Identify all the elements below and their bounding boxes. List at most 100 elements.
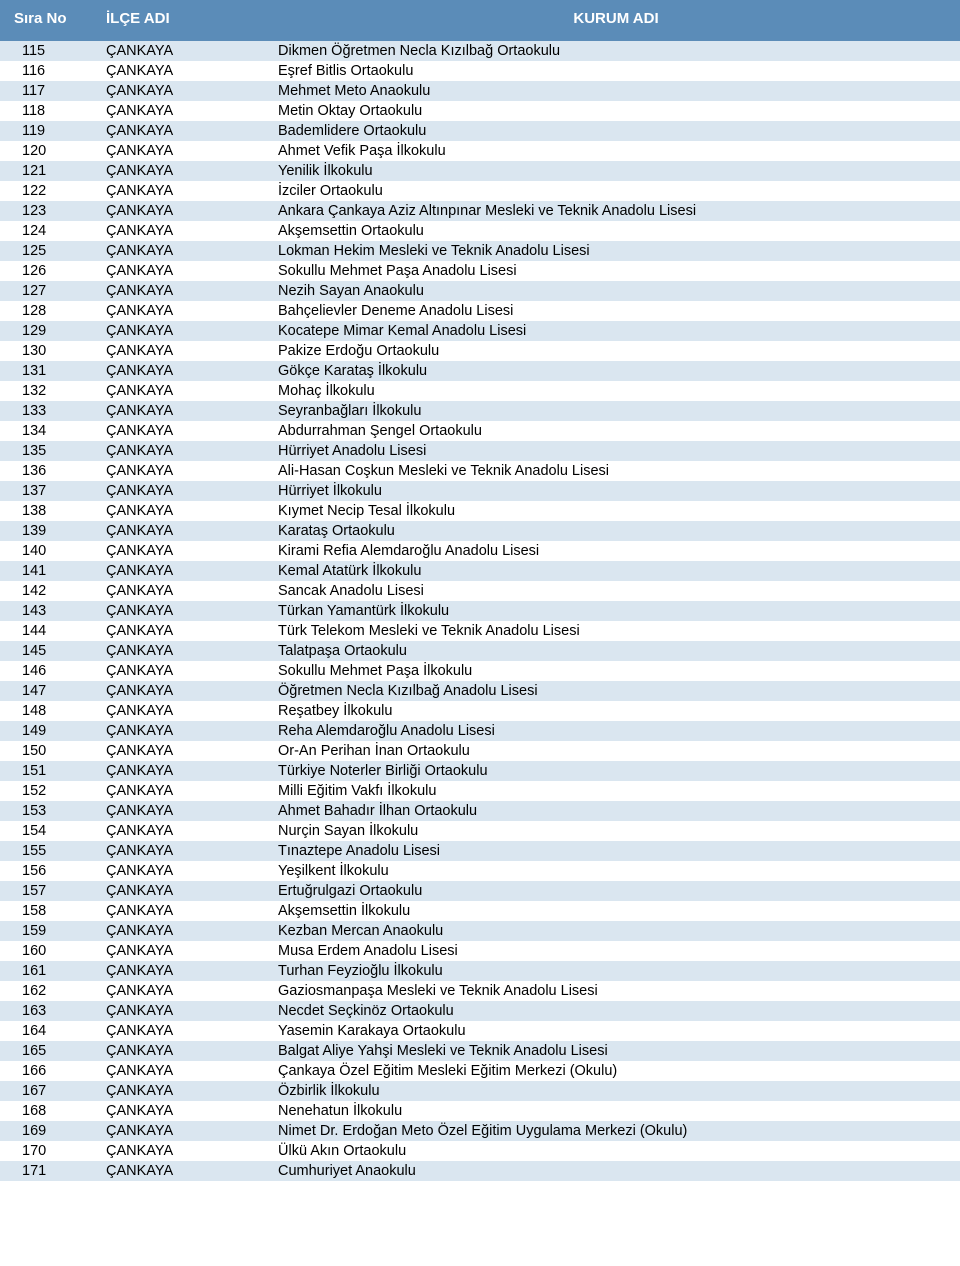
cell-kurum: Kocatepe Mimar Kemal Anadolu Lisesi — [272, 321, 960, 341]
cell-sira: 157 — [0, 881, 100, 901]
cell-sira: 142 — [0, 581, 100, 601]
table-row: 132ÇANKAYAMohaç İlkokulu — [0, 381, 960, 401]
cell-sira: 162 — [0, 981, 100, 1001]
table-row: 117ÇANKAYAMehmet Meto Anaokulu — [0, 81, 960, 101]
cell-ilce: ÇANKAYA — [100, 341, 272, 361]
cell-kurum: Metin Oktay Ortaokulu — [272, 101, 960, 121]
table-row: 121ÇANKAYAYenilik İlkokulu — [0, 161, 960, 181]
table-body: 115ÇANKAYADikmen Öğretmen Necla Kızılbağ… — [0, 41, 960, 1181]
cell-kurum: Tınaztepe Anadolu Lisesi — [272, 841, 960, 861]
cell-sira: 134 — [0, 421, 100, 441]
col-header-ilce: İLÇE ADI — [100, 0, 272, 41]
table-row: 151ÇANKAYATürkiye Noterler Birliği Ortao… — [0, 761, 960, 781]
table-row: 163ÇANKAYANecdet Seçkinöz Ortaokulu — [0, 1001, 960, 1021]
cell-ilce: ÇANKAYA — [100, 661, 272, 681]
cell-kurum: Ali-Hasan Coşkun Mesleki ve Teknik Anado… — [272, 461, 960, 481]
cell-ilce: ÇANKAYA — [100, 121, 272, 141]
cell-kurum: Eşref Bitlis Ortaokulu — [272, 61, 960, 81]
table-header: Sıra No İLÇE ADI KURUM ADI — [0, 0, 960, 41]
cell-sira: 156 — [0, 861, 100, 881]
table-row: 137ÇANKAYAHürriyet İlkokulu — [0, 481, 960, 501]
cell-ilce: ÇANKAYA — [100, 181, 272, 201]
cell-kurum: Sokullu Mehmet Paşa İlkokulu — [272, 661, 960, 681]
table-row: 129ÇANKAYAKocatepe Mimar Kemal Anadolu L… — [0, 321, 960, 341]
cell-ilce: ÇANKAYA — [100, 321, 272, 341]
cell-ilce: ÇANKAYA — [100, 1061, 272, 1081]
cell-sira: 150 — [0, 741, 100, 761]
cell-kurum: Dikmen Öğretmen Necla Kızılbağ Ortaokulu — [272, 41, 960, 61]
cell-sira: 130 — [0, 341, 100, 361]
cell-ilce: ÇANKAYA — [100, 421, 272, 441]
cell-sira: 171 — [0, 1161, 100, 1181]
cell-sira: 160 — [0, 941, 100, 961]
cell-sira: 165 — [0, 1041, 100, 1061]
cell-kurum: Lokman Hekim Mesleki ve Teknik Anadolu L… — [272, 241, 960, 261]
table-row: 167ÇANKAYAÖzbirlik İlkokulu — [0, 1081, 960, 1101]
cell-ilce: ÇANKAYA — [100, 1001, 272, 1021]
cell-sira: 132 — [0, 381, 100, 401]
table-row: 139ÇANKAYAKarataş Ortaokulu — [0, 521, 960, 541]
cell-sira: 152 — [0, 781, 100, 801]
cell-kurum: Nezih Sayan Anaokulu — [272, 281, 960, 301]
cell-sira: 146 — [0, 661, 100, 681]
table-row: 159ÇANKAYAKezban Mercan Anaokulu — [0, 921, 960, 941]
cell-sira: 124 — [0, 221, 100, 241]
cell-kurum: Sokullu Mehmet Paşa Anadolu Lisesi — [272, 261, 960, 281]
cell-ilce: ÇANKAYA — [100, 41, 272, 61]
cell-sira: 127 — [0, 281, 100, 301]
cell-kurum: Yenilik İlkokulu — [272, 161, 960, 181]
table-row: 134ÇANKAYAAbdurrahman Şengel Ortaokulu — [0, 421, 960, 441]
table-row: 127ÇANKAYANezih Sayan Anaokulu — [0, 281, 960, 301]
cell-sira: 147 — [0, 681, 100, 701]
cell-sira: 131 — [0, 361, 100, 381]
cell-sira: 163 — [0, 1001, 100, 1021]
cell-kurum: Or-An Perihan İnan Ortaokulu — [272, 741, 960, 761]
cell-kurum: Gökçe Karataş İlkokulu — [272, 361, 960, 381]
cell-ilce: ÇANKAYA — [100, 1141, 272, 1161]
cell-ilce: ÇANKAYA — [100, 981, 272, 1001]
cell-kurum: Hürriyet Anadolu Lisesi — [272, 441, 960, 461]
table-row: 122ÇANKAYAİzciler Ortaokulu — [0, 181, 960, 201]
cell-kurum: Balgat Aliye Yahşi Mesleki ve Teknik Ana… — [272, 1041, 960, 1061]
table-row: 120ÇANKAYAAhmet Vefik Paşa İlkokulu — [0, 141, 960, 161]
cell-kurum: Kirami Refia Alemdaroğlu Anadolu Lisesi — [272, 541, 960, 561]
table-row: 128ÇANKAYABahçelievler Deneme Anadolu Li… — [0, 301, 960, 321]
table-row: 138ÇANKAYAKıymet Necip Tesal İlkokulu — [0, 501, 960, 521]
cell-kurum: İzciler Ortaokulu — [272, 181, 960, 201]
table-row: 155ÇANKAYATınaztepe Anadolu Lisesi — [0, 841, 960, 861]
cell-kurum: Mohaç İlkokulu — [272, 381, 960, 401]
cell-kurum: Bademlidere Ortaokulu — [272, 121, 960, 141]
cell-kurum: Ahmet Bahadır İlhan Ortaokulu — [272, 801, 960, 821]
table-row: 154ÇANKAYANurçin Sayan İlkokulu — [0, 821, 960, 841]
table-row: 164ÇANKAYAYasemin Karakaya Ortaokulu — [0, 1021, 960, 1041]
cell-ilce: ÇANKAYA — [100, 1041, 272, 1061]
cell-sira: 122 — [0, 181, 100, 201]
table-row: 161ÇANKAYATurhan Feyzioğlu İlkokulu — [0, 961, 960, 981]
cell-kurum: Cumhuriyet Anaokulu — [272, 1161, 960, 1181]
cell-sira: 167 — [0, 1081, 100, 1101]
cell-sira: 136 — [0, 461, 100, 481]
cell-kurum: Musa Erdem Anadolu Lisesi — [272, 941, 960, 961]
table-row: 135ÇANKAYAHürriyet Anadolu Lisesi — [0, 441, 960, 461]
table-row: 158ÇANKAYAAkşemsettin İlkokulu — [0, 901, 960, 921]
cell-kurum: Öğretmen Necla Kızılbağ Anadolu Lisesi — [272, 681, 960, 701]
cell-ilce: ÇANKAYA — [100, 161, 272, 181]
table-row: 131ÇANKAYAGökçe Karataş İlkokulu — [0, 361, 960, 381]
cell-sira: 144 — [0, 621, 100, 641]
cell-kurum: Türkiye Noterler Birliği Ortaokulu — [272, 761, 960, 781]
cell-ilce: ÇANKAYA — [100, 461, 272, 481]
cell-ilce: ÇANKAYA — [100, 961, 272, 981]
cell-kurum: Bahçelievler Deneme Anadolu Lisesi — [272, 301, 960, 321]
table-row: 171ÇANKAYACumhuriyet Anaokulu — [0, 1161, 960, 1181]
table-row: 149ÇANKAYAReha Alemdaroğlu Anadolu Lises… — [0, 721, 960, 741]
cell-ilce: ÇANKAYA — [100, 1021, 272, 1041]
table-header-row: Sıra No İLÇE ADI KURUM ADI — [0, 0, 960, 41]
cell-kurum: Çankaya Özel Eğitim Mesleki Eğitim Merke… — [272, 1061, 960, 1081]
cell-ilce: ÇANKAYA — [100, 921, 272, 941]
cell-kurum: Türk Telekom Mesleki ve Teknik Anadolu L… — [272, 621, 960, 641]
cell-kurum: Kemal Atatürk İlkokulu — [272, 561, 960, 581]
cell-ilce: ÇANKAYA — [100, 501, 272, 521]
cell-ilce: ÇANKAYA — [100, 281, 272, 301]
cell-kurum: Talatpaşa Ortaokulu — [272, 641, 960, 661]
cell-sira: 118 — [0, 101, 100, 121]
